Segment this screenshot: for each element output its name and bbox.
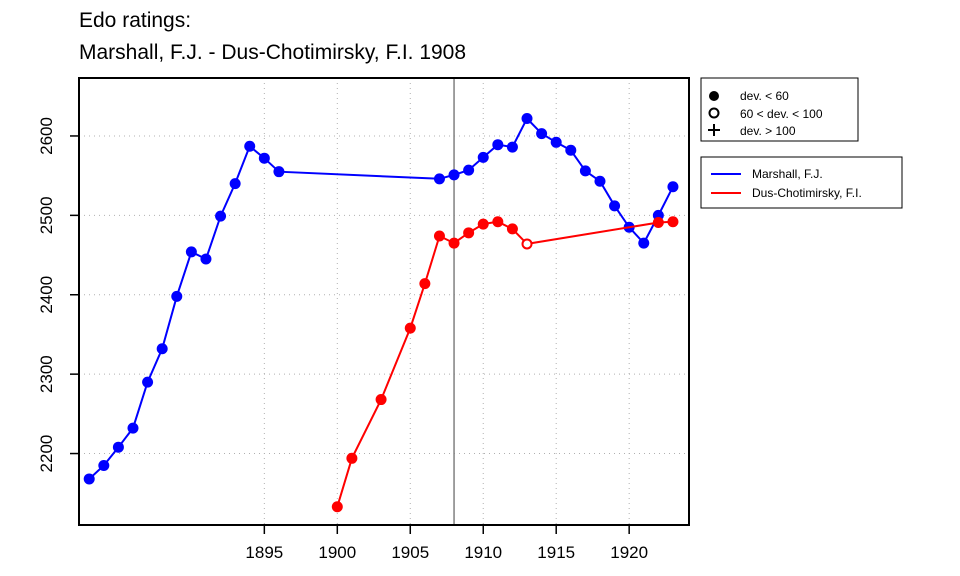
series-0-point-3 [127, 422, 139, 434]
series-0-point-5 [156, 343, 168, 355]
y-tick-label-2300: 2300 [37, 355, 56, 393]
series-legend-label-1: Marshall, F.J. [752, 167, 823, 181]
series-1 [331, 216, 679, 513]
series-0-point-17 [477, 151, 489, 163]
series-0-point-10 [229, 178, 241, 190]
series-1-point-1 [346, 452, 358, 464]
series-0-point-15 [448, 169, 460, 181]
x-tick-label-1895: 1895 [245, 543, 283, 562]
series-0-point-20 [521, 112, 533, 124]
series-0-point-13 [273, 166, 285, 178]
y-tick-label-2200: 2200 [37, 435, 56, 473]
series-layer [83, 112, 679, 513]
chart-title-line-1: Edo ratings: [79, 9, 191, 32]
series-0 [83, 112, 679, 485]
series-1-point-3 [404, 322, 416, 334]
y-tick-label-2400: 2400 [37, 276, 56, 314]
series-1-point-10 [506, 223, 518, 235]
x-tick-label-1905: 1905 [391, 543, 429, 562]
deviation-legend-label-2: 60 < dev. < 100 [740, 107, 823, 121]
x-tick-label-1910: 1910 [464, 543, 502, 562]
deviation-legend-label-1: dev. < 60 [740, 89, 789, 103]
series-0-point-28 [638, 237, 650, 249]
series-0-point-4 [142, 376, 154, 388]
series-0-point-19 [506, 141, 518, 153]
series-1-point-6 [448, 237, 460, 249]
series-1-point-0 [331, 501, 343, 513]
series-0-point-0 [83, 473, 95, 485]
series-1-point-4 [419, 278, 431, 290]
y-tick-label-2500: 2500 [37, 196, 56, 234]
legend-plus-icon [708, 124, 720, 136]
series-0-point-2 [112, 441, 124, 453]
series-0-point-7 [185, 246, 197, 258]
series-1-point-7 [463, 227, 475, 239]
grid-lines [79, 78, 689, 525]
series-1-point-9 [492, 216, 504, 228]
x-tick-label-1915: 1915 [537, 543, 575, 562]
chart-title-line-2: Marshall, F.J. - Dus-Chotimirsky, F.I. 1… [79, 41, 466, 64]
series-0-point-14 [433, 173, 445, 185]
series-0-point-23 [565, 144, 577, 156]
series-0-point-21 [536, 128, 548, 140]
y-axis: 2200 2300 2400 2500 2600 [37, 117, 79, 472]
series-0-point-11 [244, 140, 256, 152]
series-0-point-8 [200, 253, 212, 265]
deviation-legend-box [700, 77, 859, 142]
x-tick-label-1900: 1900 [318, 543, 356, 562]
series-1-point-11 [521, 238, 533, 250]
series-1-point-12 [652, 217, 664, 229]
series-1-point-2 [375, 394, 387, 406]
x-axis: 1895 1900 1905 1910 1915 1920 [245, 525, 648, 562]
series-0-point-12 [258, 152, 270, 164]
series-line-1 [336, 220, 673, 507]
y-tick-label-2600: 2600 [37, 117, 56, 155]
series-0-point-1 [98, 459, 110, 471]
legend-open-circle-icon [708, 107, 720, 119]
series-legend-box [700, 156, 903, 209]
series-0-point-9 [215, 210, 227, 222]
series-0-point-22 [550, 136, 562, 148]
deviation-legend: dev. < 60 60 < dev. < 100 dev. > 100 [700, 77, 859, 142]
series-0-point-18 [492, 139, 504, 151]
series-0-point-16 [463, 164, 475, 176]
series-0-point-26 [609, 200, 621, 212]
plot-frame [78, 77, 690, 526]
series-1-point-13 [667, 216, 679, 228]
series-legend-label-2: Dus-Chotimirsky, F.I. [752, 186, 862, 200]
legend-filled-circle-icon [709, 91, 719, 101]
series-0-point-30 [667, 181, 679, 193]
series-0-point-6 [171, 290, 183, 302]
series-0-point-24 [579, 165, 591, 177]
series-1-point-5 [433, 230, 445, 242]
x-tick-label-1920: 1920 [610, 543, 648, 562]
series-1-point-8 [477, 218, 489, 230]
series-0-point-25 [594, 175, 606, 187]
deviation-legend-label-3: dev. > 100 [740, 124, 796, 138]
series-legend: Marshall, F.J. Dus-Chotimirsky, F.I. [700, 156, 903, 209]
